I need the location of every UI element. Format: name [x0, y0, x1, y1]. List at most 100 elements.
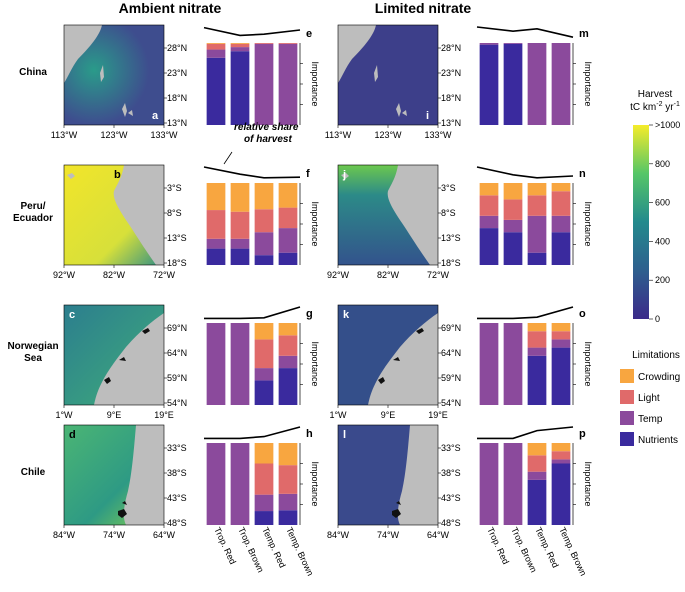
- bar-segment-light: [278, 465, 298, 494]
- lon-label: 133°W: [424, 130, 452, 140]
- lon-label: 19°E: [154, 410, 174, 420]
- land-shape: [374, 65, 378, 82]
- bar-segment-nutrients: [479, 44, 499, 125]
- harvest-share-line: [477, 426, 574, 440]
- bar-segment-nutrients: [206, 57, 226, 126]
- lat-label: 23°N: [441, 68, 461, 78]
- land-shape: [94, 313, 164, 405]
- bar-segment-nutrients: [527, 355, 547, 405]
- importance-label: Importance: [310, 461, 320, 506]
- bar-segment-nutrients: [479, 228, 499, 265]
- lat-label: 33°S: [167, 443, 187, 453]
- bar-segment-temp: [527, 215, 547, 253]
- bar-segment-nutrients: [206, 248, 226, 265]
- panel-letter: o: [579, 308, 586, 320]
- panel-letter: g: [306, 308, 313, 320]
- bar-segment-temp: [254, 368, 274, 381]
- bar-segment-crowding: [551, 443, 571, 452]
- colorbar-tick-label: 400: [655, 236, 670, 246]
- map-panel-c: c 69°N 64°N 59°N 54°N 1°W 9°E 19°E: [55, 304, 187, 420]
- bar-panel-p: Importance p: [477, 426, 593, 525]
- lat-label: 69°N: [441, 323, 461, 333]
- bar-segment-crowding: [254, 183, 274, 210]
- panel-letter: c: [69, 309, 75, 321]
- lat-label: 33°S: [441, 443, 461, 453]
- lat-label: 13°S: [441, 233, 461, 243]
- panel-letter: j: [342, 169, 346, 181]
- colorbar-tick-label: 600: [655, 198, 670, 208]
- map-panel-a: a 28°N 23°N 18°N 13°N 113°W 123°W 133°W: [51, 24, 187, 140]
- lon-label: 82°W: [103, 270, 126, 280]
- bar-segment-nutrients: [278, 368, 298, 405]
- lon-label: 72°W: [427, 270, 450, 280]
- lat-label: 54°N: [167, 398, 187, 408]
- importance-label: Importance: [310, 61, 320, 106]
- land-shape: [387, 165, 438, 265]
- map-panel-i: i 28°N 23°N 18°N 13°N 113°W 123°W 133°W: [325, 24, 461, 140]
- bar-segment-temp: [479, 43, 499, 45]
- importance-label: Importance: [583, 341, 593, 386]
- lat-label: 43°S: [441, 493, 461, 503]
- lon-label: 72°W: [153, 270, 176, 280]
- category-label: Trop. Brown: [509, 526, 539, 574]
- bar-segment-temp: [527, 347, 547, 356]
- colorbar-tick-label: >1000: [655, 120, 680, 130]
- bar-segment-light: [551, 331, 571, 340]
- legend-swatch-nutrients: [620, 432, 634, 446]
- coast-detail: [378, 328, 424, 384]
- bar-panel-h: Importance h: [204, 426, 320, 525]
- bar-segment-nutrients: [254, 511, 274, 525]
- category-label: Temp. Red: [260, 526, 287, 570]
- bar-segment-temp: [527, 43, 547, 125]
- bar-segment-nutrients: [230, 51, 250, 126]
- bar-segment-temp: [479, 443, 499, 525]
- bar-segment-temp: [479, 215, 499, 229]
- land-shape: [397, 425, 438, 525]
- bar-segment-light: [278, 335, 298, 356]
- map-panel-b: b 3°S 8°S 13°S 18°S 92°W 82°W 72°W: [53, 164, 187, 280]
- bar-segment-crowding: [551, 323, 571, 332]
- bar-segment-crowding: [479, 183, 499, 196]
- bar-segment-temp: [278, 355, 298, 369]
- bar-segment-temp: [503, 219, 523, 233]
- bar-panel-f: Importance f: [203, 166, 320, 265]
- header-limited: Limited nitrate: [375, 0, 472, 16]
- lon-label: 19°E: [428, 410, 448, 420]
- bar-segment-temp: [230, 238, 250, 249]
- bar-segment-nutrients: [254, 380, 274, 405]
- land-shape: [123, 425, 164, 525]
- lon-label: 9°E: [107, 410, 122, 420]
- lat-label: 18°N: [167, 93, 187, 103]
- colorbar-gradient: [633, 125, 649, 319]
- lon-label: 123°W: [100, 130, 128, 140]
- coast-detail: [104, 328, 150, 384]
- panel-letter: i: [426, 110, 429, 122]
- harvest-share-line: [476, 166, 574, 179]
- bar-segment-crowding: [206, 43, 226, 44]
- lat-label: 8°S: [167, 208, 182, 218]
- lat-label: 3°S: [167, 183, 182, 193]
- lat-label: 69°N: [167, 323, 187, 333]
- land-shape: [122, 103, 133, 117]
- bar-segment-temp: [527, 471, 547, 480]
- lat-label: 3°S: [441, 183, 456, 193]
- lat-label: 18°N: [441, 93, 461, 103]
- bar-segment-crowding: [206, 183, 226, 211]
- bar-panel-n: Importance n: [476, 166, 593, 265]
- land-shape: [338, 25, 376, 83]
- land-shape: [100, 65, 104, 82]
- legend-swatch-light: [620, 390, 634, 404]
- lon-label: 1°W: [55, 410, 73, 420]
- bar-segment-nutrients: [278, 252, 298, 265]
- category-label: Trop. Red: [212, 526, 238, 566]
- bar-segment-temp: [206, 238, 226, 249]
- bar-segment-crowding: [254, 323, 274, 340]
- lat-label: 54°N: [441, 398, 461, 408]
- lon-label: 84°W: [53, 530, 76, 540]
- lat-label: 18°S: [167, 258, 187, 268]
- land-shape: [113, 165, 164, 265]
- bar-segment-light: [254, 339, 274, 369]
- lat-label: 59°N: [167, 373, 187, 383]
- lat-label: 38°S: [441, 468, 461, 478]
- bar-segment-light: [230, 211, 250, 239]
